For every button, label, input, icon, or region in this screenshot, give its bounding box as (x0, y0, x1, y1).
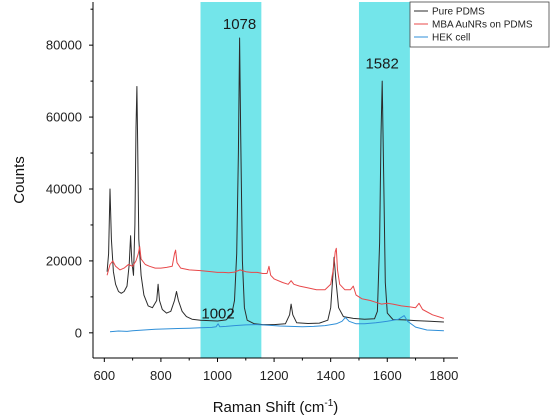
x-axis-title-superscript: -1 (324, 398, 333, 409)
highlight-band-1 (200, 2, 262, 358)
highlight-band-2 (358, 2, 410, 358)
y-tick-label: 80000 (46, 38, 82, 53)
axes (92, 2, 458, 359)
x-tick-label: 1800 (429, 368, 458, 383)
y-axis-title: Counts (11, 156, 28, 204)
x-axis-title-tail: ) (333, 399, 338, 416)
y-tick-label: 0 (75, 325, 82, 340)
highlight-bands (200, 2, 410, 358)
x-tick-label: 800 (150, 368, 172, 383)
x-tick-label: 1400 (316, 368, 345, 383)
peak-annotations: 1078 1582 1002 (201, 16, 398, 322)
y-tick-label: 60000 (46, 110, 82, 125)
x-axis-title: Raman Shift (cm-1) (213, 398, 339, 416)
legend-label: MBA AuNRs on PDMS (432, 20, 533, 31)
x-tick-label: 1600 (373, 368, 402, 383)
peak-annotation: 1002 (201, 305, 234, 322)
peak-annotation: 1582 (365, 56, 398, 73)
x-tick-label: 600 (93, 368, 115, 383)
legend-label: Pure PDMS (432, 7, 485, 18)
series-line-mba-aunrs-on-pdms (106, 246, 445, 319)
peak-annotation: 1078 (223, 16, 256, 33)
tick-marks: 600 800 1000 1200 1400 1600 1800 0 20000 40000 600… (46, 8, 458, 383)
series-line-pure-pdms (106, 37, 444, 326)
legend-box (409, 1, 550, 48)
legend-label: HEK cell (432, 33, 470, 44)
x-tick-label: 1200 (260, 368, 289, 383)
x-tick-label: 1000 (203, 368, 232, 383)
y-tick-label: 40000 (46, 181, 82, 196)
y-tick-label: 20000 (46, 253, 82, 268)
x-axis-title-main: Raman Shift (cm (213, 399, 325, 416)
legend: Pure PDMS MBA AuNRs on PDMS HEK cell (409, 1, 550, 48)
series-lines (106, 37, 445, 333)
series-line-hek-cell (109, 315, 444, 333)
